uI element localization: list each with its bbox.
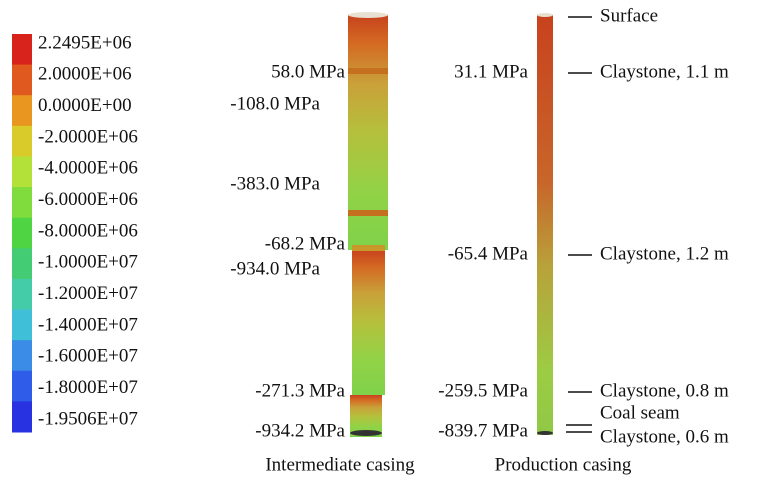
stratum-label: Claystone, 1.2 m [600,243,729,264]
stress-label: -934.0 MPa [230,258,320,279]
legend-label: 2.0000E+06 [38,64,132,85]
legend-label: -8.0000E+06 [38,220,138,241]
stress-label: -839.7 MPa [438,420,528,441]
casing-name: Production casing [495,454,632,475]
legend-label: -4.0000E+06 [38,158,138,179]
legend-label: -1.2000E+07 [38,283,138,304]
stratum-label: Claystone, 0.8 m [600,380,729,401]
stress-label: 31.1 MPa [454,61,528,82]
stress-label: -108.0 MPa [230,93,320,114]
figure: 2.2495E+06 2.0000E+06 0.0000E+00 -2.0000E+0… [0,0,784,483]
stratum-label: Claystone, 0.6 m [600,426,729,447]
legend-swatch [12,95,32,126]
stress-label: 58.0 MPa [271,61,345,82]
stress-label: -934.2 MPa [255,420,345,441]
legend-swatch [12,65,32,96]
legend-swatch [12,371,32,402]
legend-label: -1.0000E+07 [38,252,138,273]
legend-label: -2.0000E+06 [38,126,138,147]
legend-swatch [12,310,32,341]
legend-label: 2.2495E+06 [38,32,132,53]
stress-label: -383.0 MPa [230,173,320,194]
legend-swatch [12,126,32,157]
stress-label: -65.4 MPa [448,243,529,264]
intermediate-casing-shape [348,12,388,437]
legend-label: -1.8000E+07 [38,377,138,398]
legend-swatch [12,248,32,279]
legend-swatch [12,401,32,432]
legend-swatch [12,34,32,65]
legend-swatch [12,156,32,187]
stress-label: -259.5 MPa [438,380,528,401]
legend-label: -1.9506E+07 [38,408,138,429]
legend-label: -1.6000E+07 [38,346,138,367]
legend-swatch [12,218,32,249]
strata-markers [566,17,592,432]
production-casing-shape [537,13,553,435]
legend-swatch [12,187,32,218]
stratum-label: Coal seam [600,402,680,423]
stress-label: -68.2 MPa [265,233,346,254]
stratum-label: Claystone, 1.1 m [600,61,729,82]
legend-label: -1.4000E+07 [38,314,138,335]
legend: 2.2495E+06 2.0000E+06 0.0000E+00 -2.0000E+0… [12,32,138,432]
legend-label: -6.0000E+06 [38,189,138,210]
legend-label: 0.0000E+00 [38,95,132,116]
stratum-label: Surface [600,5,658,26]
stress-label: -271.3 MPa [255,380,345,401]
legend-swatch [12,340,32,371]
casing-name: Intermediate casing [265,454,415,475]
legend-swatch [12,279,32,310]
